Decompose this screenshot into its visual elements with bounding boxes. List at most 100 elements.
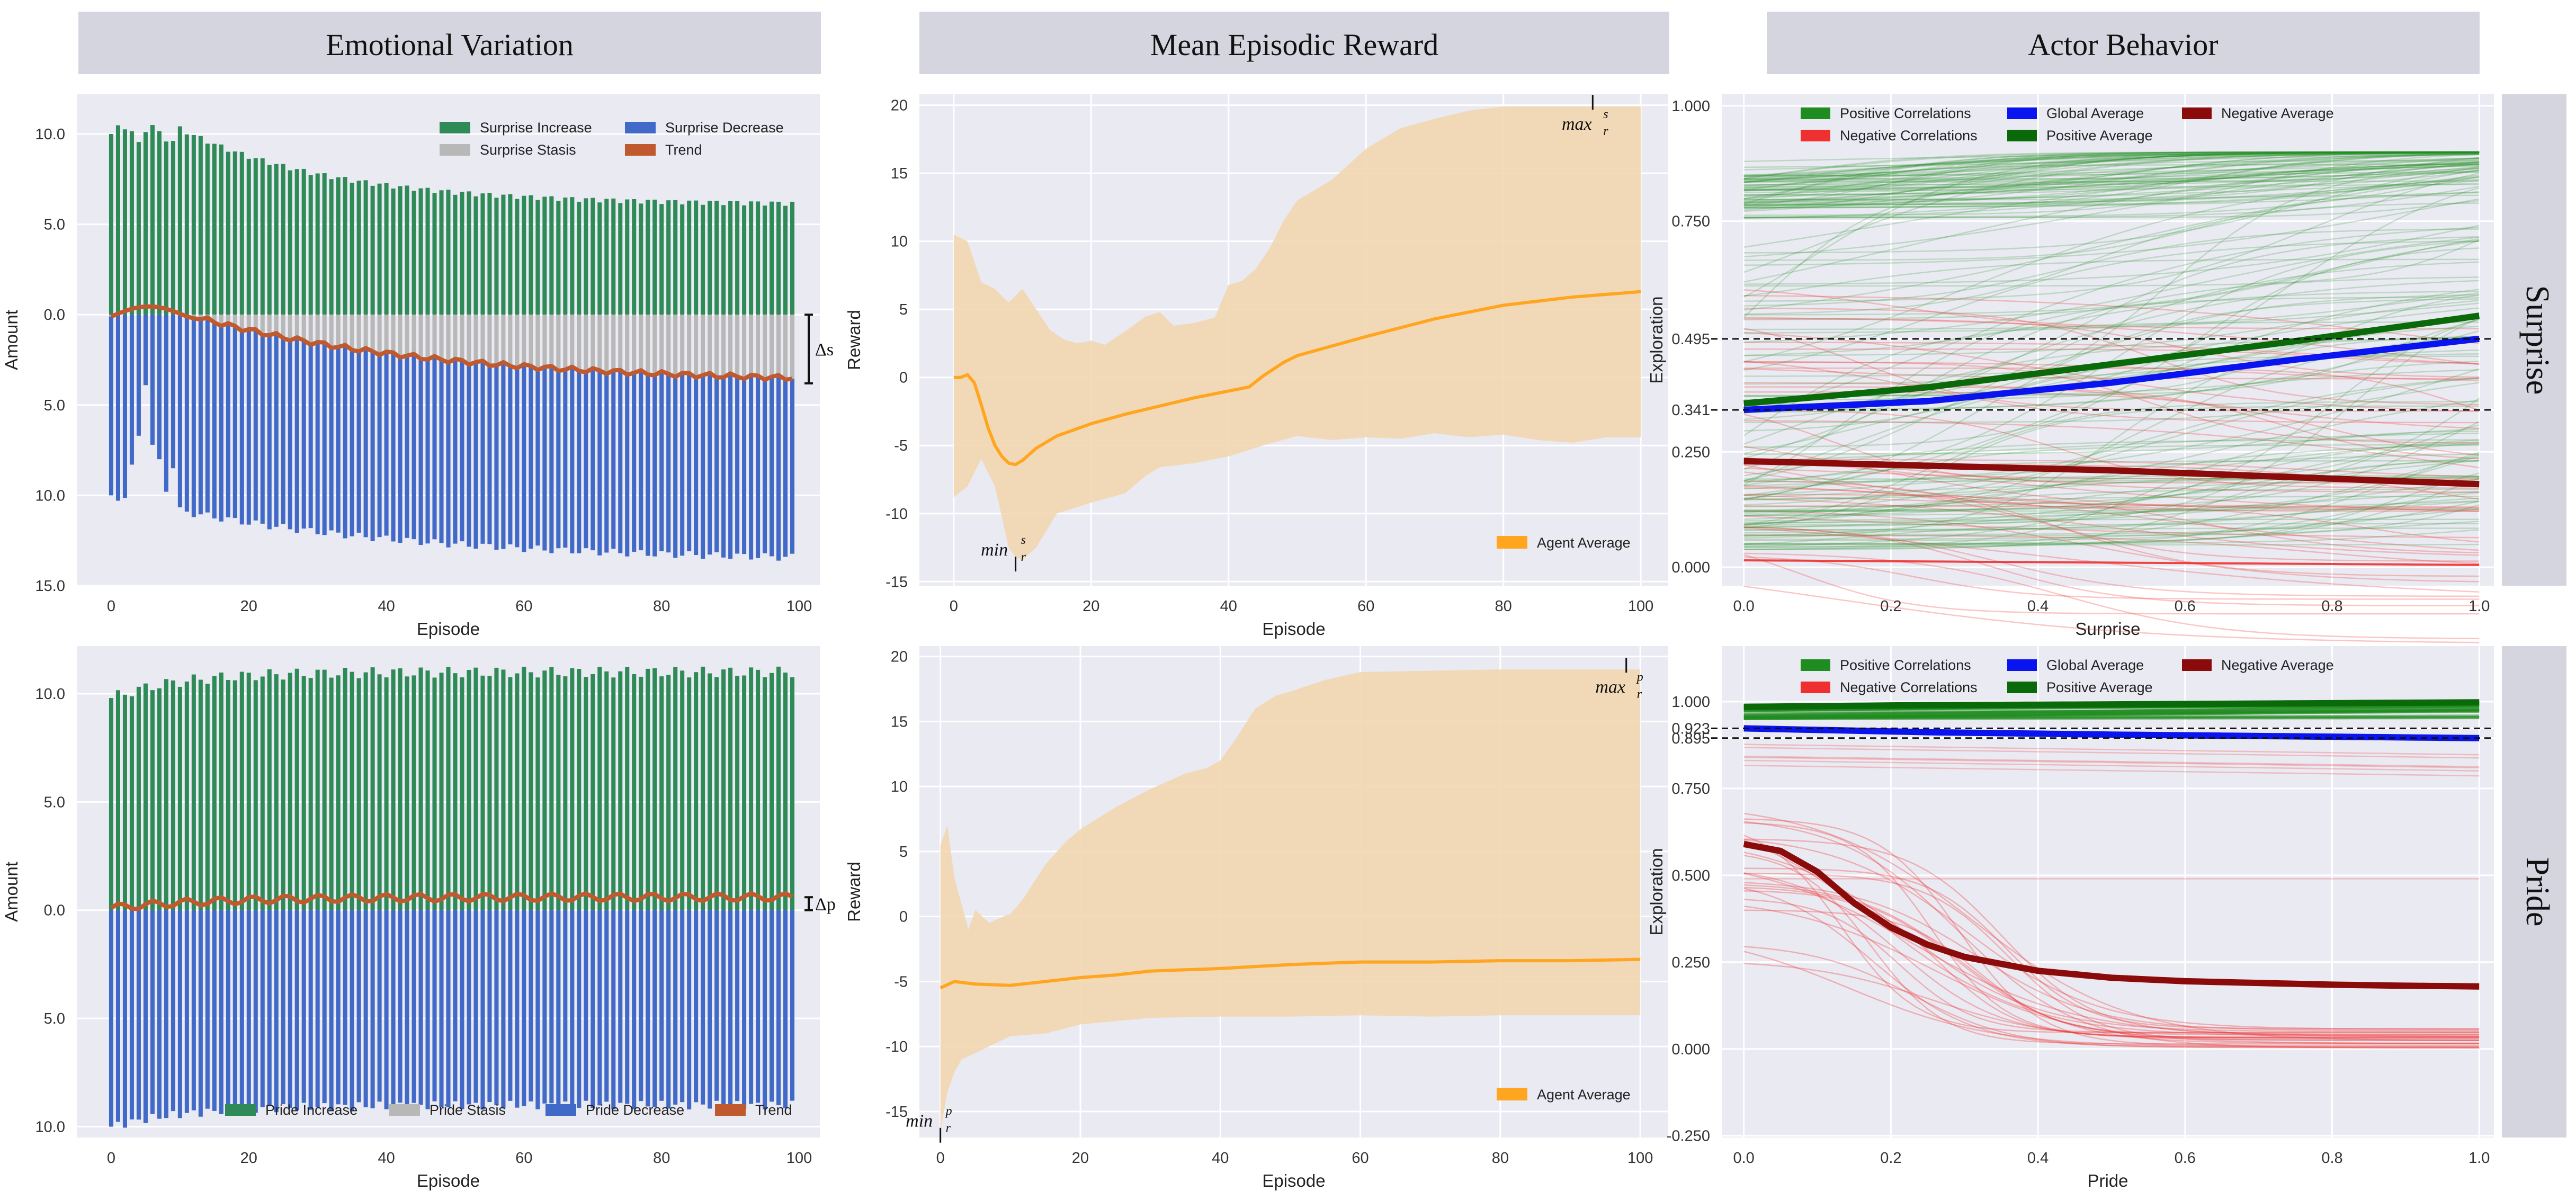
bar-increase xyxy=(597,202,602,315)
bar-decrease xyxy=(350,910,354,1111)
positive-correlation-line xyxy=(1743,496,2480,516)
positive-correlation-line xyxy=(1743,294,2480,400)
positive-correlation-line xyxy=(1743,174,2480,208)
bar-increase xyxy=(150,690,155,910)
bar-decrease xyxy=(618,370,623,553)
bar-decrease xyxy=(694,378,699,556)
bar-increase xyxy=(288,673,292,910)
bar-stasis xyxy=(597,315,602,371)
y-tick-label: 10.0 xyxy=(35,1119,65,1136)
negative-correlation-line xyxy=(1743,559,2480,566)
bar-increase xyxy=(439,190,444,315)
positive-correlation-line xyxy=(1743,151,2480,179)
bar-increase xyxy=(232,151,237,315)
bar-stasis xyxy=(584,315,588,372)
legend-swatch xyxy=(2007,659,2037,671)
bar-decrease xyxy=(529,910,533,1102)
y-tick-label: 0.895 xyxy=(1671,730,1710,747)
positive-correlation-line xyxy=(1743,225,2480,285)
positive-correlation-line xyxy=(1743,491,2480,542)
bar-decrease xyxy=(267,910,272,1106)
bar-decrease xyxy=(529,365,533,549)
bar-increase xyxy=(412,191,416,315)
bar-increase xyxy=(219,144,223,315)
negative-correlation-line xyxy=(1743,838,2480,1035)
negative-correlation-line xyxy=(1743,361,2480,424)
negative-correlation-line xyxy=(1743,457,2480,512)
ev_surprise-legend: Surprise Increase Surprise Decrease Surpri… xyxy=(440,120,784,158)
bar-increase xyxy=(260,158,265,315)
positive-correlation-line xyxy=(1743,353,2480,482)
negative-correlation-line xyxy=(1743,747,2480,759)
positive-correlation-line xyxy=(1743,709,2480,718)
positive-correlation-line xyxy=(1743,162,2480,283)
positive-correlation-line xyxy=(1743,240,2480,371)
bar-decrease xyxy=(301,340,306,529)
bar-decrease xyxy=(721,910,726,1107)
negative-correlation-line xyxy=(1743,756,2480,768)
bar-decrease xyxy=(246,329,251,525)
y-tick-label: 5 xyxy=(899,301,908,318)
bar-increase xyxy=(301,168,306,315)
bar-increase xyxy=(150,125,155,315)
bar-increase xyxy=(714,201,719,315)
negative-correlation-line xyxy=(1743,308,2480,406)
bar-stasis xyxy=(377,315,382,355)
bar-decrease xyxy=(232,910,237,1113)
positive-correlation-line xyxy=(1743,457,2480,529)
row-label-surprise: Surprise xyxy=(2502,94,2566,586)
bar-increase xyxy=(432,193,437,315)
bar-stasis xyxy=(701,315,705,375)
positive-correlation-line xyxy=(1743,153,2480,182)
bar-decrease xyxy=(384,910,389,1109)
bar-increase xyxy=(556,675,561,910)
bar-decrease xyxy=(673,377,678,558)
legend-swatch xyxy=(625,122,656,133)
bar-increase xyxy=(184,134,189,315)
positive-correlation-line xyxy=(1743,153,2480,209)
bar-stasis xyxy=(783,315,788,380)
positive-correlation-line xyxy=(1743,172,2480,188)
bar-stasis xyxy=(522,315,526,364)
positive-correlation-line xyxy=(1743,236,2480,343)
bar-stasis xyxy=(742,315,747,379)
row-label-pride: Pride xyxy=(2502,646,2566,1138)
y-tick-label: 10.0 xyxy=(35,487,65,504)
y-tick-label: 5.0 xyxy=(44,794,65,811)
positive-correlation-line xyxy=(1743,167,2480,207)
bar-decrease xyxy=(171,910,175,1112)
x-tick-label: 0.4 xyxy=(2027,598,2049,615)
bar-stasis xyxy=(232,315,237,326)
bar-stasis xyxy=(790,315,795,379)
negative-correlation-line xyxy=(1743,946,2480,1049)
bar-increase xyxy=(721,205,726,315)
bar-increase xyxy=(549,667,554,910)
bar-decrease xyxy=(639,370,643,551)
positive-correlation-line xyxy=(1743,153,2480,183)
bar-stasis xyxy=(226,315,230,324)
bar-stasis xyxy=(418,315,423,359)
bar-decrease xyxy=(253,329,258,521)
legend-label: Positive Average xyxy=(2046,679,2153,695)
bar-stasis xyxy=(350,315,354,350)
positive-correlation-line xyxy=(1743,157,2480,179)
bar-increase xyxy=(322,173,327,315)
annotation-text: max xyxy=(1562,114,1592,134)
bar-decrease xyxy=(714,910,719,1101)
bar-decrease xyxy=(652,375,657,557)
bar-increase xyxy=(501,669,506,910)
bar-increase xyxy=(122,129,127,315)
x-axis-label: Episode xyxy=(1262,619,1325,639)
negative-correlation-line xyxy=(1743,852,2480,1033)
x-tick-label: 100 xyxy=(786,1150,812,1167)
bar-stasis xyxy=(714,315,719,378)
bar-increase xyxy=(315,669,320,910)
bar-decrease xyxy=(246,910,251,1106)
bar-stasis xyxy=(646,315,650,375)
bar-decrease xyxy=(405,355,409,538)
annotation-sub: r xyxy=(946,1122,951,1135)
bar-stasis xyxy=(363,315,368,348)
bar-stasis xyxy=(473,315,478,362)
bar-increase xyxy=(377,674,382,910)
positive-correlation-line xyxy=(1743,490,2480,522)
